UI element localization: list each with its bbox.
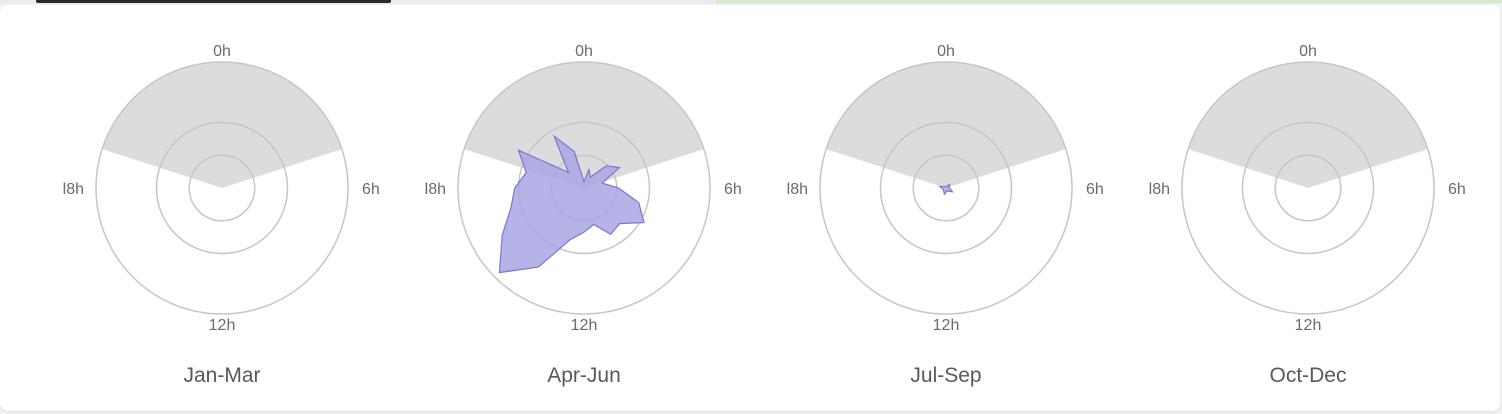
night-sector bbox=[102, 61, 342, 188]
axis-label-18h: l8h bbox=[425, 181, 446, 198]
season-label: Apr-Jun bbox=[547, 364, 621, 387]
axis-label-18h: l8h bbox=[63, 181, 84, 198]
axis-label-12h: 12h bbox=[209, 317, 236, 334]
axis-label-6h: 6h bbox=[1086, 181, 1104, 198]
data-series-polygon bbox=[938, 183, 954, 196]
night-sector bbox=[826, 61, 1066, 188]
axis-label-6h: 6h bbox=[724, 181, 742, 198]
grid-ring-2 bbox=[1241, 121, 1375, 255]
season-label: Jan-Mar bbox=[183, 364, 260, 387]
axis-label-12h: 12h bbox=[933, 317, 960, 334]
radar-panel-1: 0h 6h 12h l8h Jan-Mar bbox=[63, 43, 380, 387]
grid-ring-3 bbox=[912, 154, 980, 222]
season-label: Jul-Sep bbox=[910, 364, 981, 387]
grid-ring-3 bbox=[1274, 154, 1342, 222]
axis-label-0h: 0h bbox=[575, 43, 593, 60]
axis-label-12h: 12h bbox=[1295, 317, 1322, 334]
axis-label-0h: 0h bbox=[213, 43, 231, 60]
radar-panel-2: 0h 6h 12h l8h Apr-Jun bbox=[425, 43, 742, 387]
night-sector bbox=[1188, 62, 1428, 188]
radar-charts: 0h 6h 12h l8h Jan-Mar 0h 6h 12h l8h Apr-Jun 0h 6h 12… bbox=[63, 43, 1466, 387]
grid-ring-2 bbox=[155, 121, 289, 255]
axis-label-6h: 6h bbox=[1448, 181, 1466, 198]
axis-label-18h: l8h bbox=[1149, 181, 1170, 198]
top-tab-strip bbox=[0, 0, 1502, 4]
radar-panel-3: 0h 6h 12h l8h Jul-Sep bbox=[787, 43, 1104, 387]
night-sector bbox=[464, 61, 704, 188]
grid-ring-1 bbox=[819, 61, 1073, 315]
grid-ring-1 bbox=[1181, 61, 1435, 315]
axis-label-0h: 0h bbox=[1299, 43, 1317, 60]
radar-panel-4: 0h 6h 12h l8h Oct-Dec bbox=[1149, 43, 1466, 387]
axis-label-18h: l8h bbox=[787, 181, 808, 198]
secondary-tab-indicator[interactable] bbox=[716, 0, 1502, 3]
season-label: Oct-Dec bbox=[1269, 364, 1346, 387]
radar-chart-card: 0h 6h 12h l8h Jan-Mar 0h 6h 12h l8h Apr-Jun 0h 6h 12… bbox=[0, 5, 1500, 411]
axis-label-0h: 0h bbox=[937, 43, 955, 60]
active-tab-indicator[interactable] bbox=[36, 0, 391, 3]
grid-ring-2 bbox=[879, 121, 1013, 255]
grid-ring-1 bbox=[457, 61, 711, 315]
grid-ring-1 bbox=[95, 61, 349, 315]
grid-ring-3 bbox=[188, 154, 256, 222]
axis-label-12h: 12h bbox=[571, 317, 598, 334]
axis-label-6h: 6h bbox=[362, 181, 380, 198]
